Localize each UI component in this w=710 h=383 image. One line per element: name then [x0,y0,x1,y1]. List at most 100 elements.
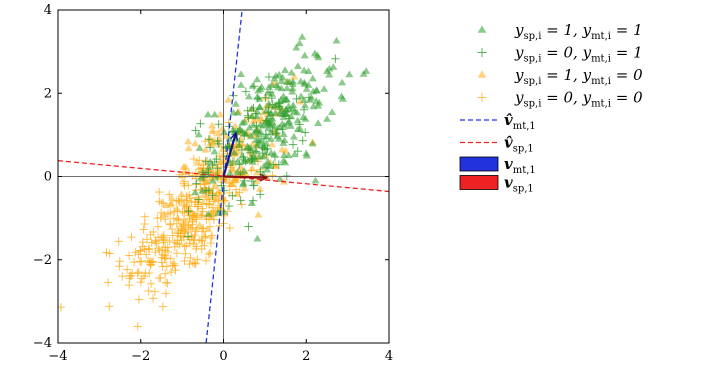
data-point-g_tri [204,110,213,118]
data-point-g_tri [293,62,302,69]
data-point-g_tri [229,108,238,116]
legend-marker-o_plus [477,92,487,103]
data-point-g_plus [282,171,291,181]
data-point-o_plus [146,279,156,288]
data-point-g_tri [237,81,246,88]
data-point-g_tri [220,208,229,215]
x-tick-label: 0 [219,349,227,364]
data-point-o_tri [173,214,182,222]
data-point-o_plus [144,244,153,253]
data-point-g_tri [302,85,311,92]
data-point-o_plus [184,181,193,190]
data-point-g_tri [282,84,291,92]
data-point-g_tri [282,105,291,113]
data-point-g_tri [220,128,229,136]
data-point-o_tri [208,127,217,134]
y-tick-label: 2 [44,86,52,101]
data-point-o_plus [122,265,132,274]
data-point-o_plus [151,247,160,257]
data-point-g_tri [247,132,256,140]
data-point-o_plus [142,235,152,244]
data-point-g_tri [204,210,213,217]
data-point-o_tri [224,95,233,103]
data-point-o_tri [191,139,200,147]
data-point-o_tri [227,180,236,188]
y-tick-label: 0 [44,170,52,185]
data-point-o_tri [255,185,264,192]
data-point-g_tri [191,188,200,196]
data-point-o_plus [268,171,277,180]
data-point-g_tri [237,70,245,78]
data-point-o_tri [252,177,261,184]
data-point-o_plus [125,271,135,280]
data-point-o_plus [134,375,142,383]
data-point-g_plus [241,87,251,96]
data-point-g_tri [210,110,219,118]
data-point-g_tri [287,112,296,120]
y-tick-label: −4 [33,336,52,351]
data-point-o_plus [159,233,168,242]
data-point-g_tri [260,162,269,169]
data-point-o_plus [131,248,140,257]
legend-marker-g_plus [477,47,487,58]
data-point-o_tri [180,225,189,232]
data-point-o_plus [139,271,149,281]
data-point-o_plus [124,251,134,260]
data-point-o_plus [169,259,178,268]
data-point-g_tri [245,144,254,151]
data-point-o_plus [139,225,148,234]
legend-entry-vhat_sp1: v̂sp,1 [460,134,534,155]
data-point-o_plus [156,273,165,283]
data-point-g_tri [271,71,280,79]
data-point-g_tri [198,186,207,194]
data-point-g_plus [214,120,223,129]
data-point-g_tri [267,81,276,88]
data-point-g_tri [325,70,334,78]
data-point-o_plus [199,224,208,233]
data-point-g_tri [231,100,240,107]
data-point-o_plus [146,260,156,270]
data-point-g_tri [345,70,354,78]
data-point-o_tri [240,184,249,192]
data-point-g_tri [233,157,242,165]
data-point-g_tri [253,93,262,100]
x-tick-label: −4 [48,349,67,364]
data-point-o_plus [189,154,199,164]
data-point-g_tri [279,130,288,137]
data-point-o_tri [218,145,227,153]
data-point-g_tri [226,169,234,176]
data-point-o_plus [161,243,170,252]
data-point-o_plus [148,294,158,303]
data-point-g_tri [245,123,254,131]
data-point-o_plus [153,213,162,223]
data-point-g_tri [276,175,285,182]
data-point-o_plus [150,287,160,296]
data-point-g_tri [293,116,302,124]
data-point-o_plus [188,258,198,267]
data-point-g_tri [297,92,306,100]
data-point-o_plus [237,200,247,209]
points-layer [58,10,389,383]
data-point-o_plus [115,257,124,266]
data-point-g_tri [228,126,237,134]
data-point-o_plus [205,248,215,258]
data-point-o_plus [166,208,175,218]
data-point-o_plus [136,277,146,287]
data-point-o_plus [136,247,145,256]
data-point-o_plus [187,220,197,229]
data-point-o_plus [182,241,191,250]
data-point-g_plus [191,126,200,135]
data-point-o_plus [157,258,167,267]
legend-label-v_sp1: vsp,1 [504,174,534,195]
data-point-o_plus [181,249,190,258]
data-point-o_plus [127,232,136,242]
data-point-g_tri [289,104,298,112]
x-tick-label: 2 [302,349,310,364]
data-point-g_tri [293,125,302,133]
legend-label-o_tri: ysp,i = 1, ymt,i = 0 [514,66,643,87]
data-point-g_tri [301,114,310,122]
data-point-g_tri [248,82,257,89]
data-point-g_tri [359,70,368,77]
data-point-g_tri [282,78,291,85]
data-point-o_tri [222,132,230,139]
